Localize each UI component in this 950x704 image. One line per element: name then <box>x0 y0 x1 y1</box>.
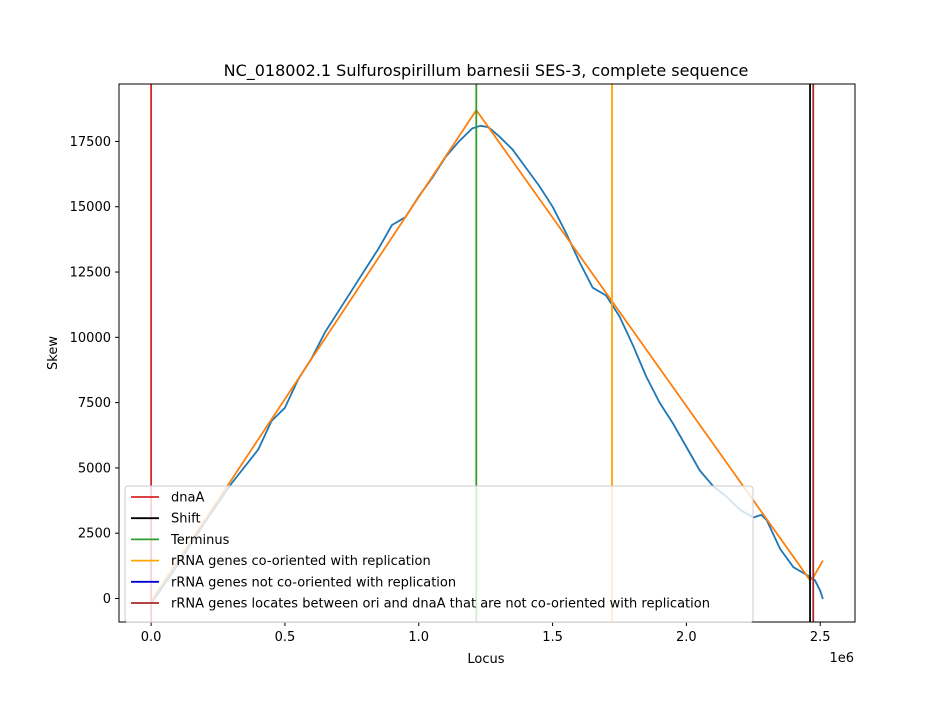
x-tick-label: 2.0 <box>676 630 697 645</box>
x-axis-label: Locus <box>467 652 504 667</box>
legend-label: Shift <box>171 512 201 527</box>
y-tick-label: 0 <box>103 592 111 607</box>
x-tick-label: 1.5 <box>542 630 563 645</box>
legend-label: Terminus <box>170 533 230 548</box>
legend-label: dnaA <box>171 491 204 506</box>
legend-label: rRNA genes locates between ori and dnaA … <box>171 597 710 612</box>
x-tick-label: 2.5 <box>810 630 831 645</box>
y-axis-label: Skew <box>46 336 61 370</box>
y-tick-label: 7500 <box>78 396 111 411</box>
y-tick-label: 10000 <box>70 331 111 346</box>
x-tick-label: 1.0 <box>408 630 429 645</box>
x-tick-label: 0.0 <box>141 630 162 645</box>
legend-label: rRNA genes co-oriented with replication <box>171 554 431 569</box>
legend: dnaA Shift Terminus rRNA genes co-oriented … <box>124 485 754 623</box>
y-tick-label: 17500 <box>70 135 111 150</box>
y-tick-label: 2500 <box>78 527 111 542</box>
y-tick-label: 12500 <box>70 266 111 281</box>
chart-title: NC_018002.1 Sulfurospirillum barnesii SE… <box>224 61 749 81</box>
legend-box <box>124 485 754 623</box>
y-tick-label: 15000 <box>70 200 111 215</box>
x-tick-label: 0.5 <box>275 630 296 645</box>
x-axis-offset-label: 1e6 <box>829 651 854 666</box>
y-tick-label: 5000 <box>78 461 111 476</box>
axes: 0.0 0.5 1.0 1.5 2.0 2.5 0 2500 5000 7500 10000 1250… <box>70 83 856 645</box>
legend-label: rRNA genes not co-oriented with replicat… <box>171 575 456 590</box>
